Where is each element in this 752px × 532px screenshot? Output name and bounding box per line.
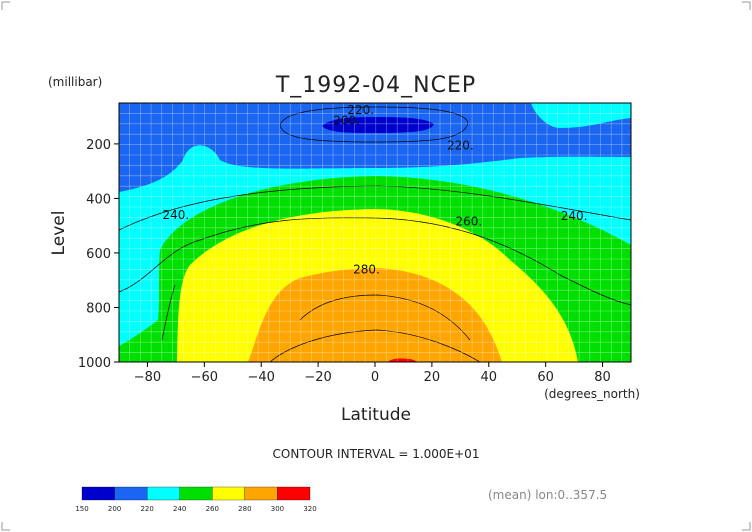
x-tick-label: −60 <box>191 370 218 385</box>
contour-labels: 220.200.220.240. 260. 240.280. <box>163 103 588 276</box>
colorbar-label: 240 <box>173 505 186 513</box>
colorbar-label: 280 <box>238 505 251 513</box>
x-axis-ticks: −80 −60 −40 −20 0 20 40 60 80 <box>134 362 611 385</box>
contour-label: 220. <box>347 103 374 117</box>
y-tick-label: 400 <box>86 192 111 207</box>
y-tick-label: 800 <box>86 301 111 316</box>
colorbar-swatch <box>212 486 246 501</box>
colorbar-swatch <box>146 486 180 501</box>
grid-lines <box>119 103 631 362</box>
contour-label: 280. <box>353 262 380 276</box>
colorbar-swatch <box>114 486 148 501</box>
y-tick-label: 200 <box>86 138 111 153</box>
contour-label: 240. <box>561 209 588 223</box>
x-tick-label: 40 <box>481 370 498 385</box>
contour-interval-text: CONTOUR INTERVAL = 1.000E+01 <box>273 447 480 461</box>
x-tick-label: 60 <box>537 370 554 385</box>
contour-label: 260. <box>456 215 483 229</box>
y-tick-label: 1000 <box>78 356 111 371</box>
colorbar-label: 260 <box>206 505 219 513</box>
colorbar-swatch <box>179 486 213 501</box>
colorbar-swatch <box>244 486 278 501</box>
y-tick-label: 600 <box>86 247 111 262</box>
band-150-200 <box>322 117 434 133</box>
x-tick-label: −20 <box>304 370 331 385</box>
x-tick-label: 20 <box>424 370 441 385</box>
y-units-label: (millibar) <box>48 75 102 89</box>
colorbar: 150 200 220 240 260 280 300 320 <box>75 486 317 513</box>
colorbar-label: 200 <box>108 505 121 513</box>
colorbar-label: 320 <box>303 505 316 513</box>
colorbar-label: 150 <box>75 505 88 513</box>
plot-area <box>119 103 631 362</box>
x-units-label: (degrees_north) <box>544 387 640 401</box>
colorbar-label: 300 <box>271 505 284 513</box>
colorbar-swatch <box>81 486 115 501</box>
contour-label: 240. <box>163 208 190 222</box>
contour-lines <box>119 106 631 362</box>
band-280-300 <box>248 268 502 362</box>
y-axis-label: Level <box>49 211 69 256</box>
chart-title: T_1992-04_NCEP <box>275 73 476 98</box>
x-axis-label: Latitude <box>341 405 411 425</box>
x-tick-label: 0 <box>371 370 379 385</box>
x-tick-label: 80 <box>594 370 611 385</box>
y-axis-ticks: 200 400 600 800 1000 <box>78 138 119 371</box>
colorbar-label: 220 <box>140 505 153 513</box>
colorbar-swatch <box>277 486 311 501</box>
footer-averaging-note: (mean) lon:0..357.5 <box>488 488 607 502</box>
band-300-plus <box>388 358 417 362</box>
contour-label: 200. <box>333 114 360 128</box>
x-tick-label: −80 <box>134 370 161 385</box>
x-tick-label: −40 <box>248 370 275 385</box>
contour-label: 220. <box>447 138 474 152</box>
